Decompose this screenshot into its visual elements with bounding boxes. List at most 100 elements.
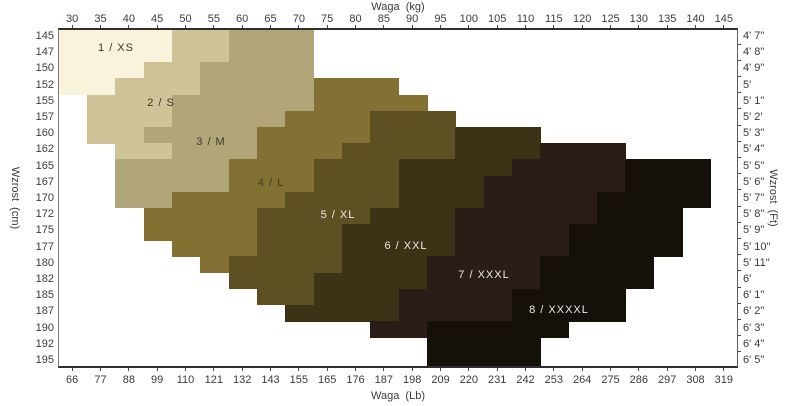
- size-region-7: [427, 272, 541, 290]
- size-region-6: [455, 143, 541, 160]
- kg-tick-label: 100: [459, 13, 479, 25]
- size-region-3: [172, 94, 315, 112]
- ft-tick-label: 6' 1": [743, 289, 765, 302]
- right-axis-title: Wzrost (Ft): [767, 169, 779, 227]
- ft-tick-mark: [738, 335, 741, 337]
- cm-tick-label: 192: [35, 337, 54, 350]
- ft-tick-mark: [738, 124, 741, 126]
- lb-tick-label: 308: [686, 374, 705, 386]
- size-region-6: [398, 159, 513, 176]
- plot-area: 1 / XS 2 / S 3 / M 4 / L 5 / XL 6 / XXL 7 / XX…: [58, 28, 738, 368]
- ft-tick-label: 4' 8": [743, 46, 765, 59]
- size-region-5: [313, 175, 400, 193]
- kg-tick-mark: [71, 25, 73, 28]
- lb-tick-label: 209: [431, 374, 450, 386]
- size-region-5: [228, 272, 315, 290]
- size-region-1: [59, 30, 173, 47]
- ft-tick-label: 5': [743, 78, 752, 91]
- size-label-3: 3 / M: [196, 136, 226, 148]
- ft-tick-label: 5' 8": [743, 208, 765, 221]
- ft-tick-mark: [738, 189, 741, 191]
- size-region-6: [342, 224, 456, 241]
- kg-tick-mark: [411, 25, 413, 28]
- size-region-8: [427, 353, 541, 366]
- lb-tick-mark: [128, 368, 130, 371]
- size-region-7: [398, 288, 513, 306]
- size-region-1: [59, 62, 145, 79]
- size-region-8: [625, 175, 711, 193]
- kg-tick-label: 65: [264, 13, 277, 25]
- lb-tick-mark: [610, 368, 611, 371]
- size-region-5: [285, 191, 400, 209]
- ft-tick-label: 5' 9": [743, 224, 765, 237]
- lb-tick-label: 77: [94, 374, 107, 386]
- lb-tick-label: 132: [232, 374, 252, 386]
- kg-tick-label: 130: [629, 13, 649, 25]
- lb-tick-label: 198: [402, 374, 422, 386]
- size-region-5: [342, 143, 456, 160]
- lb-tick-label: 88: [122, 374, 135, 386]
- ft-tick-label: 6': [743, 272, 752, 285]
- size-region-2: [172, 45, 230, 63]
- lb-tick-mark: [241, 368, 243, 371]
- lb-tick-mark: [213, 368, 215, 371]
- size-region-2: [87, 94, 173, 112]
- kg-tick-mark: [213, 25, 215, 28]
- ft-tick-label: 5' 4": [743, 143, 765, 156]
- bottom-axis-title: Waga (Lb): [370, 390, 426, 402]
- lb-tick-mark: [638, 368, 640, 371]
- size-region-6: [342, 256, 428, 274]
- kg-tick-label: 115: [545, 13, 563, 25]
- lb-tick-label: 242: [516, 374, 535, 386]
- kg-tick-mark: [496, 25, 498, 28]
- size-region-4: [285, 110, 371, 128]
- size-region-7: [370, 321, 428, 338]
- size-region-8: [568, 224, 683, 241]
- size-region-8: [625, 159, 711, 176]
- kg-tick-mark: [241, 25, 243, 28]
- kg-tick-mark: [156, 25, 158, 28]
- kg-tick-label: 85: [377, 13, 390, 25]
- kg-tick-mark: [326, 25, 328, 28]
- size-region-3: [172, 143, 258, 160]
- size-region-7: [398, 305, 513, 322]
- size-region-4: [257, 126, 371, 144]
- size-region-7: [512, 159, 626, 176]
- cm-tick-label: 182: [35, 272, 54, 285]
- ft-tick-label: 5' 7": [743, 192, 765, 204]
- size-region-2: [115, 143, 173, 160]
- kg-tick-label: 80: [349, 13, 362, 25]
- ft-tick-mark: [738, 351, 741, 353]
- size-label-7: 7 / XXXL: [458, 269, 510, 281]
- lb-tick-label: 165: [317, 374, 337, 386]
- ft-tick-label: 5' 5": [743, 159, 765, 172]
- size-region-3: [115, 159, 230, 176]
- kg-tick-mark: [581, 25, 583, 28]
- kg-tick-label: 30: [66, 13, 79, 25]
- size-region-4: [228, 175, 315, 193]
- lb-tick-mark: [723, 368, 725, 371]
- size-region-7: [483, 175, 626, 193]
- lb-tick-label: 99: [151, 374, 164, 386]
- size-region-3: [200, 78, 315, 95]
- size-region-5: [370, 110, 456, 128]
- lb-tick-mark: [468, 368, 470, 371]
- ft-tick-label: 6' 5": [743, 353, 765, 366]
- ft-tick-mark: [738, 270, 741, 272]
- lb-tick-label: 121: [204, 374, 224, 386]
- size-region-5: [313, 159, 400, 176]
- ft-tick-label: 6' 2": [743, 305, 765, 318]
- ft-tick-mark: [738, 108, 741, 110]
- size-region-2: [143, 62, 201, 79]
- ft-tick-mark: [738, 43, 741, 45]
- size-region-8: [512, 288, 626, 306]
- size-region-7: [455, 240, 570, 257]
- ft-tick-mark: [738, 173, 741, 175]
- ft-tick-label: 6' 4": [743, 337, 765, 350]
- size-label-1: 1 / XS: [98, 42, 134, 54]
- lb-tick-label: 275: [601, 374, 620, 386]
- size-region-6: [455, 126, 541, 144]
- cm-tick-label: 150: [35, 62, 54, 75]
- cm-tick-label: 185: [35, 289, 54, 302]
- size-region-8: [568, 240, 683, 257]
